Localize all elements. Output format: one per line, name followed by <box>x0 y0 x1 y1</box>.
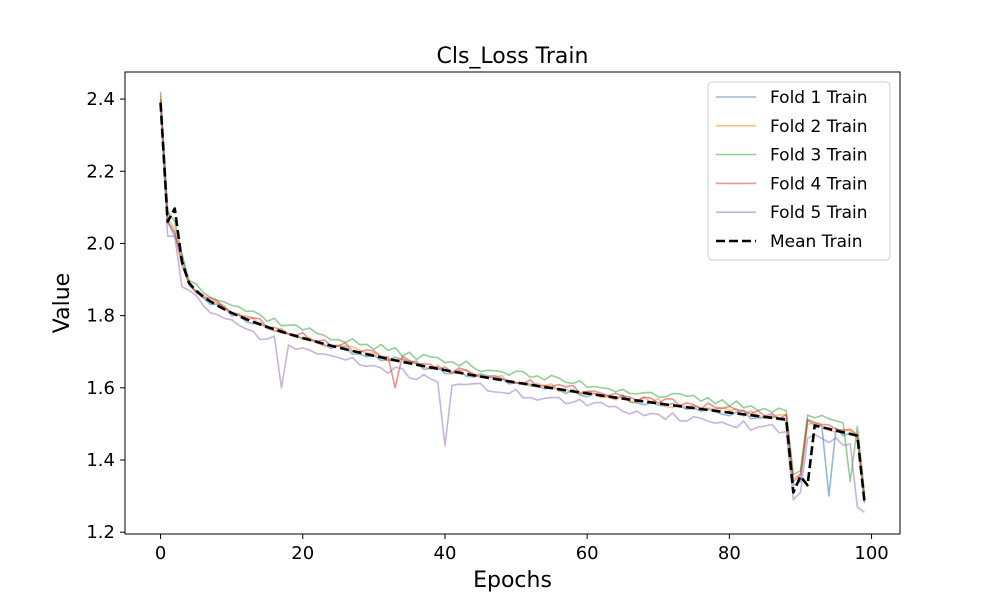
x-tick-label: 80 <box>718 543 741 564</box>
y-tick-label: 2.4 <box>86 89 115 110</box>
y-axis-label: Value <box>50 273 75 333</box>
x-tick-label: 100 <box>854 543 888 564</box>
legend-label-4: Fold 4 Train <box>770 174 868 194</box>
x-tick-label: 0 <box>155 543 166 564</box>
series-line-5 <box>159 106 865 513</box>
series-line-3 <box>159 91 866 493</box>
plot-area-frame <box>124 71 901 535</box>
y-tick-label: 1.4 <box>86 450 115 471</box>
legend-label-3: Fold 3 Train <box>770 146 868 166</box>
x-tick-label: 60 <box>576 543 599 564</box>
y-tick-label: 1.8 <box>86 306 115 327</box>
y-tick-label: 1.2 <box>86 522 115 543</box>
y-tick-label: 2.2 <box>86 161 115 182</box>
y-axis: 1.2 1.4 1.6 1.8 2.0 2.2 2.4 <box>86 89 125 543</box>
x-axis-label: Epochs <box>473 568 552 593</box>
legend-label-6: Mean Train <box>770 232 863 252</box>
legend: Fold 1 Train Fold 2 Train Fold 3 Train Fold… <box>707 81 891 261</box>
y-tick-label: 2.0 <box>86 233 115 254</box>
legend-label-5: Fold 5 Train <box>770 203 868 223</box>
legend-label-1: Fold 1 Train <box>770 88 868 108</box>
x-axis: 0 20 40 60 80 100 <box>155 534 889 564</box>
x-tick-label: 20 <box>291 543 314 564</box>
chart-title: Cls_Loss Train <box>437 44 589 69</box>
x-tick-label: 40 <box>434 543 457 564</box>
series-line-6 <box>159 102 866 502</box>
y-tick-label: 1.6 <box>86 378 115 399</box>
series-layer <box>159 91 866 513</box>
legend-label-2: Fold 2 Train <box>770 117 868 137</box>
